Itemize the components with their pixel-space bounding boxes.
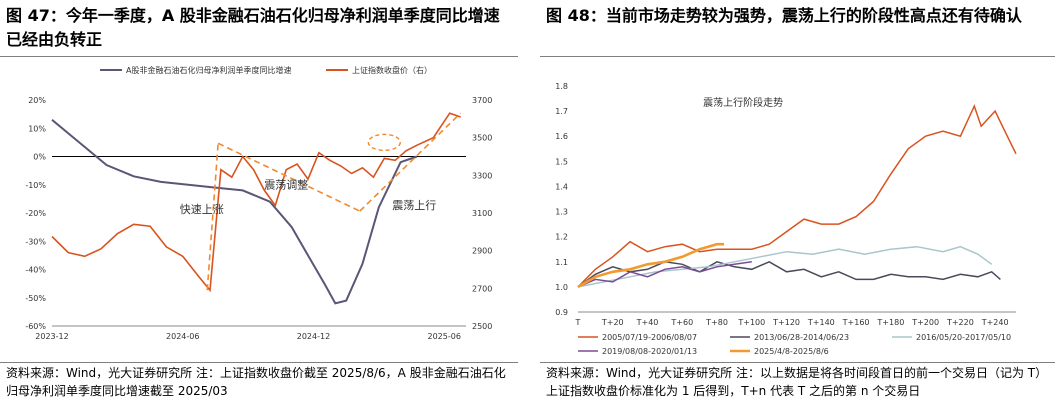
x-tick-label: 2024-06 — [166, 332, 199, 341]
highlight-ellipse — [367, 133, 401, 152]
legend-label-growth: A股非金融石油石化归母净利润单季度同比增速 — [126, 65, 291, 75]
source-divider — [540, 362, 1055, 363]
annotation-rapid-rise: 快速上涨 — [180, 203, 224, 216]
series-line-1 — [577, 104, 1017, 288]
legend-label: 2025/4/8-2025/8/6 — [754, 347, 829, 356]
x-tick-label: T+20 — [601, 318, 624, 327]
title-divider — [0, 56, 518, 57]
series-line-growth — [51, 119, 418, 305]
series-line-index — [51, 112, 461, 293]
annotation-upward: 震荡上行 — [392, 199, 436, 212]
trend-dash-rise — [206, 143, 219, 291]
y-tick-label: 1.1 — [555, 258, 568, 267]
series-line-5 — [577, 242, 724, 289]
chart-48: 1.8 1.7 1.6 1.5 1.4 1.3 1.2 1.1 1.0 0.9 T T+20 T+40 T… — [555, 82, 1017, 356]
figure-48-source: 资料来源：Wind，光大证券研究所 注：以上数据是将各时间段首日的前一个交易日（… — [546, 366, 1048, 398]
y-tick-label: 1.0 — [555, 283, 568, 292]
title-divider — [540, 56, 1055, 57]
x-tick-label: 2024-12 — [297, 332, 330, 341]
y-right-tick-label: 3500 — [472, 134, 492, 143]
y-left-tick-label: -60% — [25, 322, 46, 331]
y-tick-label: 1.4 — [555, 182, 568, 191]
y-left-tick-label: 0% — [33, 153, 46, 162]
series-line-2 — [577, 260, 1001, 288]
chart-47: 20% 10% 0% -10% -20% -30% -40% -50% -60% 3700 3500… — [25, 65, 492, 341]
figure-48-panel: 图 48：当前市场走势较为强势，震荡上行的阶段性高点还有待确认 1.8 1.7 1.… — [540, 0, 1055, 404]
source-divider — [0, 362, 518, 363]
x-tick-label: T+180 — [876, 318, 904, 327]
y-right-tick-label: 2500 — [472, 322, 492, 331]
trend-dash-adjust — [217, 142, 361, 212]
y-tick-label: 1.3 — [555, 208, 568, 217]
legend-label: 2005/07/19-2006/08/07 — [602, 333, 697, 342]
x-tick-label: 2023-12 — [35, 332, 68, 341]
x-tick-label: T+220 — [946, 318, 974, 327]
x-tick-label: T+60 — [670, 318, 693, 327]
y-left-tick-label: -40% — [25, 266, 46, 275]
y-left-tick-label: -30% — [25, 237, 46, 246]
legend-label: 2016/05/20-2017/05/10 — [916, 333, 1011, 342]
y-tick-label: 1.2 — [555, 233, 568, 242]
y-left-tick-label: 10% — [28, 124, 46, 133]
y-left-tick-label: -20% — [25, 209, 46, 218]
x-tick-label: T+140 — [807, 318, 835, 327]
x-tick-label: T+80 — [705, 318, 728, 327]
y-tick-label: 1.7 — [555, 107, 568, 116]
y-tick-label: 1.6 — [555, 132, 568, 141]
x-tick-label: T+120 — [772, 318, 800, 327]
x-tick-label: T+160 — [842, 318, 870, 327]
legend-label: 2013/06/28-2014/06/23 — [754, 333, 849, 342]
trend-dash-upward — [359, 112, 462, 212]
y-left-tick-label: -10% — [25, 181, 46, 190]
figure-48-title: 图 48：当前市场走势较为强势，震荡上行的阶段性高点还有待确认 — [546, 6, 1022, 25]
x-tick-label: 2025-06 — [427, 332, 460, 341]
series-line-4 — [577, 261, 752, 288]
y-left-tick-label: 20% — [28, 96, 46, 105]
x-tick-label: T+240 — [981, 318, 1009, 327]
y-left-tick-label: -50% — [25, 294, 46, 303]
annotation-adjustment: 震荡调整 — [264, 178, 308, 192]
y-tick-label: 1.8 — [555, 82, 568, 91]
x-tick-label: T — [575, 318, 581, 327]
x-tick-label: T+100 — [737, 318, 765, 327]
y-right-tick-label: 3300 — [472, 171, 492, 180]
x-tick-label: T+40 — [636, 318, 659, 327]
y-right-tick-label: 3700 — [472, 96, 492, 105]
legend-label: 2019/08/08-2020/01/13 — [602, 347, 697, 356]
chart-title: 震荡上行阶段走势 — [703, 96, 783, 109]
y-tick-label: 1.5 — [555, 157, 568, 166]
legend-label-index: 上证指数收盘价（右） — [352, 65, 432, 75]
y-tick-label: 0.9 — [555, 308, 568, 317]
figure-47-panel: 图 47：今年一季度，A 股非金融石油石化归母净利润单季度同比增速已经由负转正 … — [0, 0, 518, 404]
y-right-tick-label: 2900 — [472, 247, 492, 256]
y-right-tick-label: 2700 — [472, 284, 492, 293]
figure-47-source: 资料来源：Wind，光大证券研究所 注：上证指数收盘价截至 2025/8/6，A… — [6, 366, 506, 398]
series-line-3 — [577, 245, 993, 288]
y-right-tick-label: 3100 — [472, 209, 492, 218]
x-tick-label: T+200 — [911, 318, 939, 327]
figure-47-title: 图 47：今年一季度，A 股非金融石油石化归母净利润单季度同比增速已经由负转正 — [6, 6, 500, 49]
